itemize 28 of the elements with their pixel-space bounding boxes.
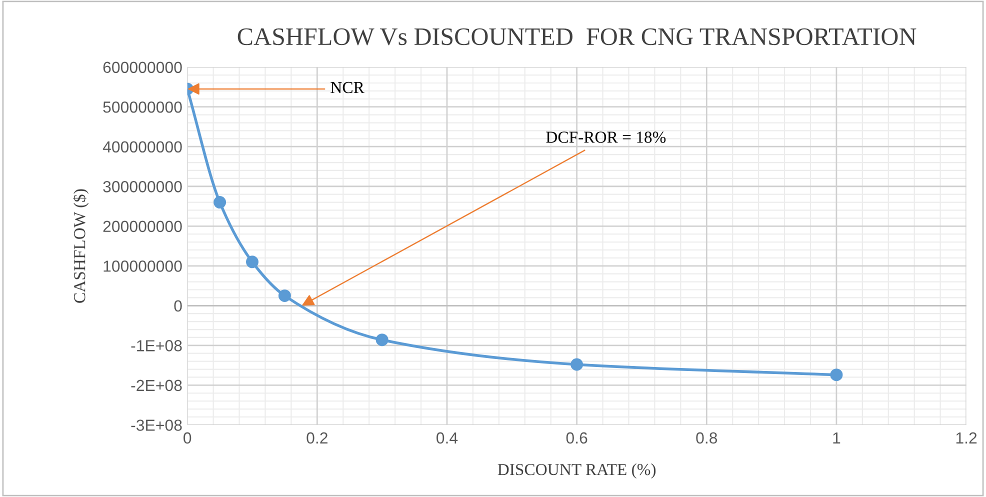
y-tick-label: 100000000	[104, 260, 182, 272]
x-tick-label: 0.2	[306, 432, 328, 444]
x-axis-title: DISCOUNT RATE (%)	[498, 463, 656, 479]
chart-title: CASHFLOW Vs DISCOUNTED FOR CNG TRANSPORTATION	[238, 28, 916, 46]
y-tick-label: -3E+08	[131, 420, 182, 431]
point	[214, 196, 226, 209]
y-tick-label: 200000000	[103, 220, 182, 232]
x-tick-label: 0	[184, 432, 192, 444]
annotation: NCR	[330, 82, 364, 94]
y-tick-label: 500000000	[103, 101, 182, 113]
y-axis-title: CASHFLOW ($)	[73, 189, 89, 303]
x-tick-label: 1	[833, 432, 840, 444]
x-tick-label: 0.4	[436, 432, 458, 444]
annotation: DCF-ROR = 18%	[546, 132, 666, 143]
y-tick-label: 600000000	[103, 62, 182, 74]
y-tick-label: 400000000	[102, 141, 182, 153]
point	[376, 334, 388, 346]
y-tick-label: -2E+08	[131, 380, 182, 392]
point	[830, 368, 843, 382]
x-tick-label: 0.6	[566, 432, 588, 444]
x-tick-label: 1.2	[956, 432, 977, 444]
point	[278, 289, 291, 302]
x-tick-label: 0.8	[696, 432, 718, 444]
y-tick-label: 0	[174, 300, 182, 312]
y-tick-label: 300000000	[103, 181, 182, 192]
point	[570, 358, 584, 371]
point	[246, 256, 258, 268]
y-tick-label: -1E+08	[131, 340, 182, 352]
